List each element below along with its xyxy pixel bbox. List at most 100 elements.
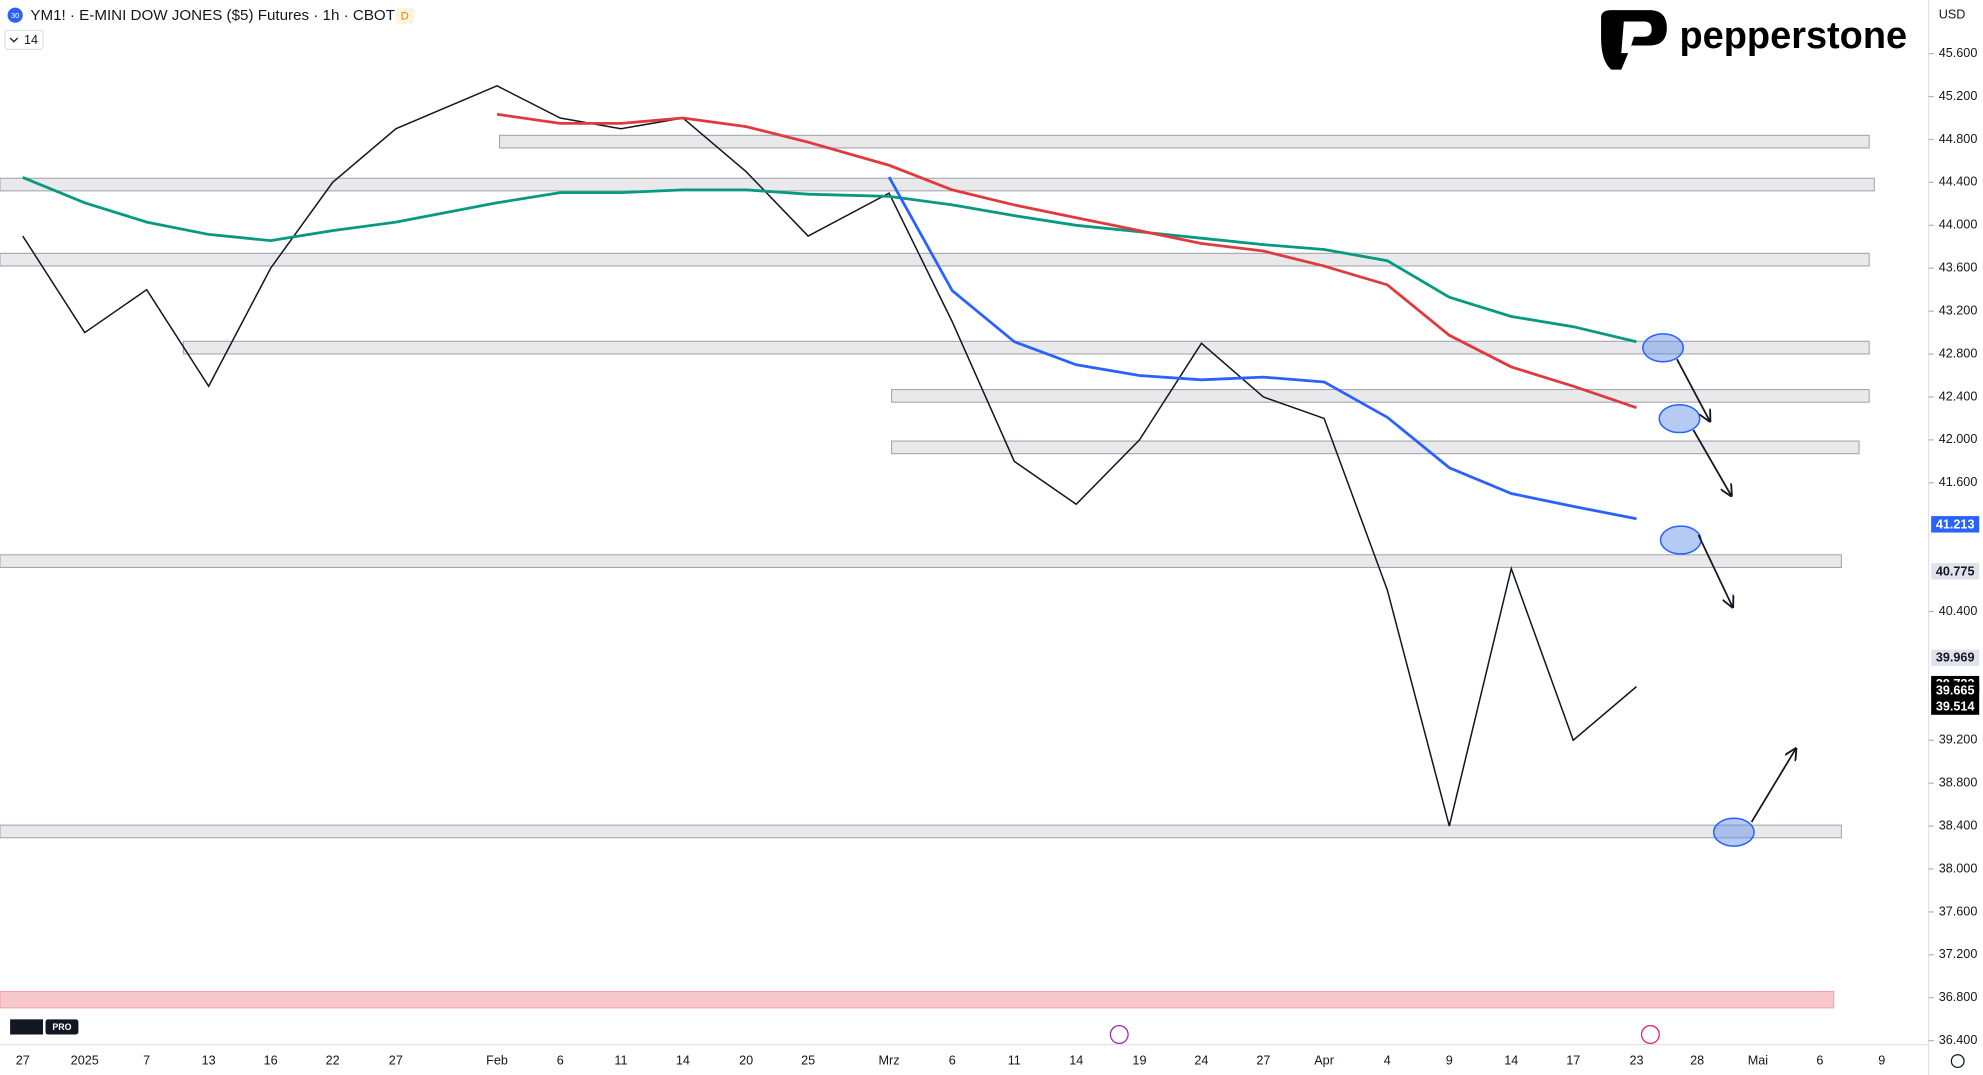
tv-badge: PRO	[52, 1022, 71, 1032]
x-tick-label: 9	[1878, 1053, 1885, 1067]
y-tick-label: 37.600	[1939, 904, 1978, 918]
x-tick-label: Mai	[1748, 1053, 1768, 1067]
arrow	[1676, 358, 1710, 421]
price-tag-label: 39.514	[1936, 700, 1975, 714]
price-tag	[1931, 698, 1980, 715]
chevron	[9, 37, 19, 43]
symbol-badge: 30	[11, 11, 19, 20]
x-tick-label: 2025	[71, 1053, 99, 1067]
tv-logo	[10, 1019, 43, 1035]
x-tick-label: 27	[389, 1053, 403, 1067]
chart-title[interactable]: YM1! · E-MINI DOW JONES ($5) Futures · 1…	[30, 7, 395, 24]
arrows	[1676, 358, 1796, 823]
x-tick-label: 25	[801, 1053, 815, 1067]
x-tick-label: 11	[1008, 1053, 1021, 1067]
x-tick-label: 6	[557, 1053, 564, 1067]
zone	[0, 990, 1835, 1009]
series-line	[887, 176, 1637, 521]
x-tick-label: 23	[1629, 1053, 1643, 1067]
x-tick-label: 6	[1816, 1053, 1823, 1067]
x-tick-label: Apr	[1314, 1053, 1334, 1067]
brand-logo-p	[1621, 21, 1652, 54]
tv-badge-bg	[45, 1019, 79, 1035]
series-line	[22, 176, 1637, 344]
y-tick-label: 44.800	[1939, 132, 1978, 146]
marker-circle	[1659, 525, 1702, 555]
indicator-box[interactable]	[4, 29, 44, 50]
y-tick-label: 38.400	[1939, 818, 1978, 832]
series-line	[22, 85, 1637, 827]
session-badge: D	[401, 10, 409, 22]
zone	[0, 824, 1842, 839]
symbol-icon	[7, 7, 23, 23]
price-tag	[1931, 682, 1980, 699]
y-tick-label: 36.800	[1939, 990, 1978, 1004]
arrow	[1692, 429, 1731, 496]
x-tick-label: 19	[1132, 1053, 1146, 1067]
x-tick-label: Mrz	[879, 1053, 900, 1067]
x-tick-label: 22	[326, 1053, 340, 1067]
y-tick-label: 38.800	[1939, 776, 1978, 790]
zone	[891, 440, 1860, 455]
y-tick-label: 42.400	[1939, 389, 1978, 403]
x-tick-label: 27	[1256, 1053, 1270, 1067]
x-tick-label: 28	[1690, 1053, 1704, 1067]
event-icon[interactable]	[1109, 1025, 1129, 1044]
event-icon[interactable]	[1640, 1025, 1660, 1044]
zone	[499, 134, 1870, 149]
y-tick-label: 44.400	[1939, 175, 1978, 189]
y-tick-label: 44.000	[1939, 218, 1978, 232]
y-tick-label: 36.400	[1939, 1033, 1978, 1047]
y-tick-label: 41.600	[1939, 475, 1978, 489]
price-tag	[1931, 649, 1980, 666]
price-tag-label: 40.775	[1936, 564, 1975, 578]
currency[interactable]: USD	[1939, 8, 1966, 22]
x-tick-label: Feb	[486, 1053, 508, 1067]
marker-circle	[1712, 817, 1755, 847]
x-tick-label: 16	[264, 1053, 278, 1067]
y-tick-label: 37.200	[1939, 947, 1978, 961]
zone	[0, 554, 1842, 568]
price-tag-label: 41.213	[1936, 517, 1975, 531]
price-tag	[1931, 563, 1980, 580]
y-tick-label: 42.000	[1939, 432, 1978, 446]
x-tick-label: 9	[1446, 1053, 1453, 1067]
x-tick-label: 17	[1566, 1053, 1580, 1067]
annotations	[1642, 333, 1755, 847]
series-line	[496, 112, 1637, 410]
brand-name: pepperstone	[1679, 15, 1907, 57]
y-tick-label: 38.000	[1939, 861, 1978, 875]
y-tick-label: 45.200	[1939, 89, 1978, 103]
marker-circle	[1658, 403, 1701, 434]
y-tick-label: 40.400	[1939, 604, 1978, 618]
x-tick-label: 14	[676, 1053, 690, 1067]
x-tick-label: 14	[1069, 1053, 1083, 1067]
price-tag-label: 39.665	[1936, 683, 1975, 697]
x-tick-label: 20	[739, 1053, 753, 1067]
indicator-label: 14	[24, 33, 38, 47]
x-tick-label: 13	[202, 1053, 216, 1067]
y-tick-label: 45.600	[1939, 46, 1978, 60]
x-tick-label: 27	[16, 1053, 30, 1067]
x-tick-label: 24	[1194, 1053, 1208, 1067]
y-tick-label: 39.200	[1939, 733, 1978, 747]
y-tick-label: 43.600	[1939, 261, 1978, 275]
x-tick-label: 7	[143, 1053, 150, 1067]
y-tick-label: 42.800	[1939, 346, 1978, 360]
marker-circle	[1642, 333, 1685, 363]
price-tag	[1931, 516, 1980, 533]
session-badge-bg	[395, 7, 414, 25]
arrow	[1697, 534, 1732, 607]
price-tag-label: 39.969	[1936, 651, 1975, 665]
plot: 45.600 45.200 44.800 44.400 44.000 43.600 43.2…	[0, 46, 1980, 1067]
x-tick-label: 11	[614, 1053, 627, 1067]
zone	[891, 389, 1870, 403]
x-tick-label: 4	[1384, 1053, 1391, 1067]
x-tick-label: 14	[1504, 1053, 1518, 1067]
y-tick-label: 43.200	[1939, 303, 1978, 317]
arrow	[1750, 749, 1796, 823]
settings-icon[interactable]	[1950, 1054, 1965, 1069]
x-tick-label: 6	[949, 1053, 956, 1067]
